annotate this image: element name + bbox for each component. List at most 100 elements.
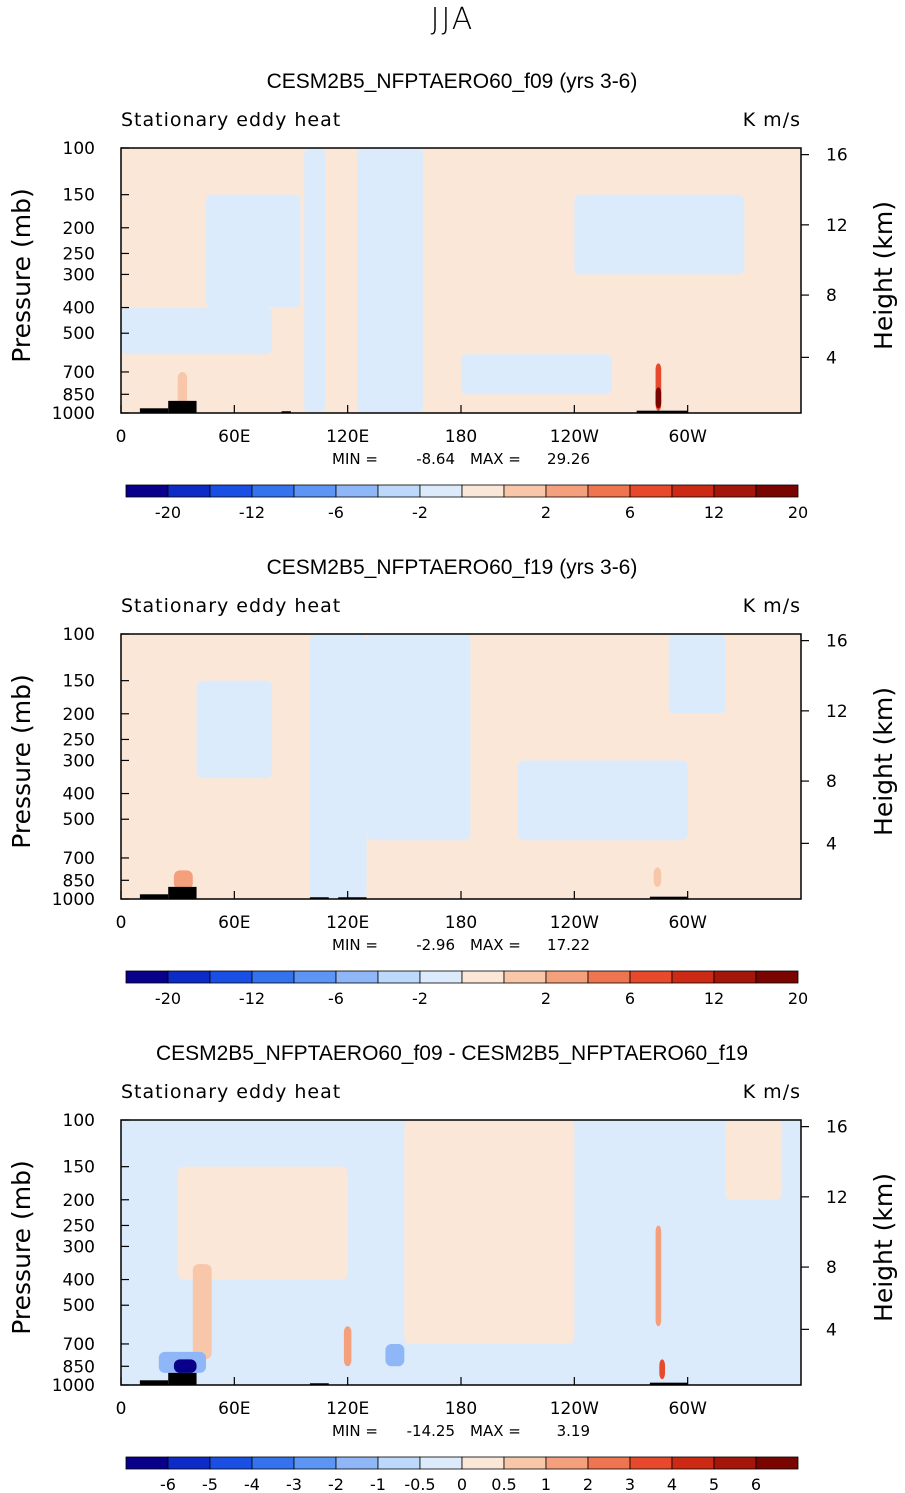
panel-3: CESM2B5_NFPTAERO60_f09 - CESM2B5_NFPTAER… [7,1042,898,1493]
panel-1: CESM2B5_NFPTAERO60_f09 (yrs 3-6) Stationa… [7,70,898,522]
field-region [668,634,726,714]
min-value: -2.96 [416,936,455,954]
colorbar-swatch [545,1456,589,1470]
max-value: 17.22 [547,936,590,954]
colorbar-swatch [209,484,253,498]
colorbar-swatch [671,484,715,498]
colorbar-label: 4 [667,1475,677,1493]
topography-mask [168,1372,197,1385]
colorbar-label: 2 [541,989,551,1008]
colorbar-swatch [629,1456,673,1470]
colorbar-swatch [461,970,505,984]
colorbar-swatch [251,484,295,498]
colorbar-label: 2 [583,1475,593,1493]
y-tick-label: 200 [63,219,95,239]
x-tick-label: 60E [218,427,250,447]
field-region [385,1343,405,1367]
colorbar-swatch [293,484,337,498]
colorbar-swatch [251,970,295,984]
topography-mask [139,894,169,899]
colorbar-label: 1 [541,1475,551,1493]
y-tick-label: 300 [63,1237,95,1257]
colorbar-swatch [167,970,211,984]
colorbar-swatch [755,970,799,984]
y-right-tick-label: 12 [826,216,848,236]
field-region [196,680,273,779]
y-tick-label: 400 [63,785,95,805]
colorbar-swatch [293,1456,337,1470]
y-right-tick-label: 8 [826,772,837,792]
topography-mask [649,1382,688,1385]
topography-mask [281,411,291,413]
colorbar-swatch [587,484,631,498]
field-region [725,1120,783,1200]
colorbar-swatch [209,970,253,984]
y-tick-label: 300 [63,265,95,285]
colorbar-label: -2 [412,989,428,1008]
colorbar-label: -1 [370,1475,386,1493]
x-tick-label: 120W [550,913,599,933]
topography-mask [309,897,329,899]
topography-mask [139,408,169,413]
field-region [655,387,662,409]
field-region [192,1264,212,1360]
x-tick-label: 60W [668,427,707,447]
colorbar-label: 0 [457,1475,467,1493]
colorbar-label: -12 [239,989,265,1008]
y-tick-label: 500 [63,324,95,344]
panel-subtitle-left: Stationary eddy heat [121,1081,341,1103]
colorbar-label: -20 [155,503,181,522]
y-tick-label: 1000 [52,1376,95,1396]
field-region [366,634,471,841]
colorbar-swatch [335,970,379,984]
colorbar-label: 6 [625,989,635,1008]
x-tick-label: 180 [445,913,477,933]
colorbar-label: 0.5 [491,1475,516,1493]
colorbar-swatch [503,970,547,984]
panel-subtitle-left: Stationary eddy heat [121,109,341,131]
colorbar-swatch [125,1456,169,1470]
y-tick-label: 100 [63,1111,95,1131]
x-tick-label: 60W [668,913,707,933]
field-region [343,1326,352,1367]
colorbar-swatch [167,484,211,498]
field-region [177,371,188,408]
x-tick-label: 0 [116,913,127,933]
colorbar-swatch [545,970,589,984]
field-region [404,1120,575,1344]
y-tick-label: 500 [63,1296,95,1316]
y-right-tick-label: 16 [826,1118,848,1138]
y-tick-label: 200 [63,1191,95,1211]
y-tick-label: 850 [63,1357,95,1377]
y-right-tick-label: 8 [826,1258,837,1278]
y-tick-label: 700 [63,849,95,869]
panel-units: K m/s [743,109,801,131]
y-tick-label: 150 [63,186,95,206]
colorbar-label: 12 [704,989,724,1008]
colorbar-label: -4 [244,1475,260,1493]
min-value: -8.64 [416,450,455,468]
y-right-tick-label: 16 [826,632,848,652]
colorbar-label: -6 [160,1475,176,1493]
y-tick-label: 150 [63,1158,95,1178]
colorbar-swatch [461,1456,505,1470]
colorbar-label: -2 [412,503,428,522]
colorbar-label: 6 [751,1475,761,1493]
x-tick-label: 0 [116,1399,127,1419]
topography-mask [338,897,367,899]
y-right-tick-label: 4 [826,834,837,854]
field-region [304,148,325,413]
y-right-tick-label: 16 [826,146,848,166]
field-region [177,1166,348,1280]
colorbar-label: 2 [541,503,551,522]
colorbar-swatch [209,1456,253,1470]
colorbar-label: -12 [239,503,265,522]
colorbar-swatch [545,484,589,498]
field-region [206,194,301,308]
y-tick-label: 300 [63,751,95,771]
colorbar-swatch [671,970,715,984]
colorbar-label: 3 [625,1475,635,1493]
x-tick-label: 120W [550,1399,599,1419]
topography-mask [139,1380,169,1385]
min-label: MIN = [332,450,378,468]
